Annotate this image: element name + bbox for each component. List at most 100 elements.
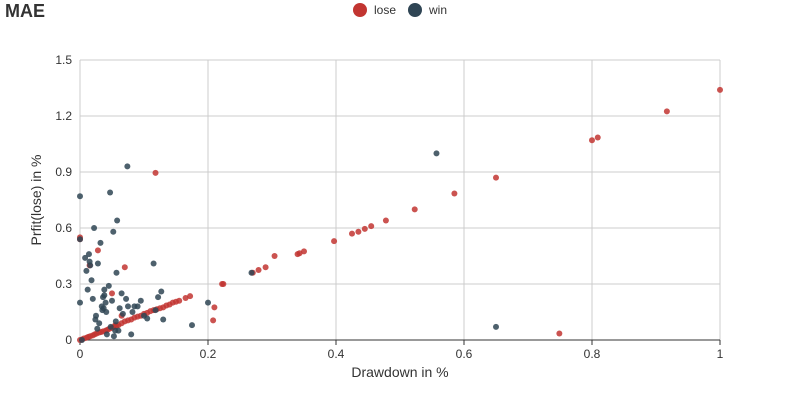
lose-point[interactable] xyxy=(210,317,217,324)
win-point[interactable] xyxy=(150,260,157,267)
win-point[interactable] xyxy=(128,331,135,338)
win-point[interactable] xyxy=(248,269,255,276)
y-tick-label: 1.2 xyxy=(55,109,72,123)
win-point[interactable] xyxy=(124,163,131,170)
win-point[interactable] xyxy=(107,189,114,196)
x-tick-label: 0.8 xyxy=(584,347,601,361)
win-point[interactable] xyxy=(155,294,162,301)
win-point[interactable] xyxy=(119,310,126,317)
win-point[interactable] xyxy=(137,297,144,304)
lose-point[interactable] xyxy=(296,250,303,257)
win-point[interactable] xyxy=(129,309,136,315)
lose-point[interactable] xyxy=(368,223,375,230)
lose-point[interactable] xyxy=(187,293,194,300)
x-tick-labels: 0 0.2 0.4 0.6 0.8 1 xyxy=(77,347,724,361)
win-point[interactable] xyxy=(97,239,104,246)
win-point[interactable] xyxy=(77,236,83,243)
lose-point[interactable] xyxy=(589,137,595,144)
lose-point[interactable] xyxy=(451,190,458,197)
win-point[interactable] xyxy=(89,295,96,302)
win-point[interactable] xyxy=(84,286,91,293)
lose-point[interactable] xyxy=(411,206,418,213)
lose-point[interactable] xyxy=(717,86,723,93)
win-point[interactable] xyxy=(101,286,108,293)
win-point[interactable] xyxy=(88,277,95,284)
win-point[interactable] xyxy=(114,217,121,224)
win-point[interactable] xyxy=(113,269,120,276)
win-point[interactable] xyxy=(94,260,101,267)
lose-point[interactable] xyxy=(271,253,278,259)
lose-point[interactable] xyxy=(331,238,338,245)
y-tick-label: 1.5 xyxy=(55,53,72,67)
win-point[interactable] xyxy=(93,312,99,319)
win-point[interactable] xyxy=(493,323,499,330)
win-point[interactable] xyxy=(160,316,167,323)
lose-point[interactable] xyxy=(121,264,128,271)
win-point[interactable] xyxy=(103,309,110,315)
win-point[interactable] xyxy=(77,299,83,306)
win-point[interactable] xyxy=(82,254,89,261)
y-tick-label: 0.3 xyxy=(55,277,72,291)
win-point[interactable] xyxy=(134,303,141,310)
lose-point[interactable] xyxy=(301,248,307,255)
series-win xyxy=(77,150,499,343)
lose-point[interactable] xyxy=(382,217,389,224)
win-point[interactable] xyxy=(94,325,101,332)
win-point[interactable] xyxy=(85,251,92,258)
win-point[interactable] xyxy=(112,318,119,325)
lose-point[interactable] xyxy=(152,169,159,176)
lose-point[interactable] xyxy=(262,264,269,271)
legend-marker-win xyxy=(408,3,422,17)
lose-point[interactable] xyxy=(663,108,670,115)
lose-point[interactable] xyxy=(255,267,262,273)
lose-point[interactable] xyxy=(182,295,189,301)
win-point[interactable] xyxy=(118,290,125,297)
win-point[interactable] xyxy=(91,225,98,231)
win-point[interactable] xyxy=(102,299,109,306)
win-point[interactable] xyxy=(78,337,85,343)
lose-point[interactable] xyxy=(211,304,218,311)
lose-point[interactable] xyxy=(176,297,183,304)
win-point[interactable] xyxy=(115,327,122,334)
win-point[interactable] xyxy=(123,295,130,302)
win-point[interactable] xyxy=(107,323,114,330)
lose-point[interactable] xyxy=(361,225,368,232)
x-tick-label: 1 xyxy=(717,347,724,361)
data-points xyxy=(77,86,723,343)
legend-item-win[interactable]: win xyxy=(408,3,447,17)
win-point[interactable] xyxy=(96,320,103,327)
win-point[interactable] xyxy=(110,333,117,340)
win-point[interactable] xyxy=(83,267,90,274)
win-point[interactable] xyxy=(144,315,151,322)
x-tick-label: 0.4 xyxy=(328,347,345,361)
legend-label-win: win xyxy=(429,3,448,17)
chart-title: MAE xyxy=(5,1,45,21)
lose-point[interactable] xyxy=(349,230,355,237)
lose-point[interactable] xyxy=(220,281,227,287)
lose-point[interactable] xyxy=(493,174,499,181)
lose-point[interactable] xyxy=(594,134,601,141)
legend-label-lose: lose xyxy=(373,3,396,17)
x-tick-label: 0 xyxy=(77,347,84,361)
win-point[interactable] xyxy=(189,322,195,329)
win-point[interactable] xyxy=(110,228,117,235)
legend: lose win xyxy=(0,3,800,17)
lose-point[interactable] xyxy=(556,330,563,337)
win-point[interactable] xyxy=(205,299,211,306)
lose-point[interactable] xyxy=(94,247,101,254)
win-point[interactable] xyxy=(105,282,112,289)
lose-point[interactable] xyxy=(355,228,362,235)
y-tick-label: 0.9 xyxy=(55,165,72,179)
win-point[interactable] xyxy=(158,288,165,295)
win-point[interactable] xyxy=(77,193,83,200)
win-point[interactable] xyxy=(125,303,131,310)
win-point[interactable] xyxy=(116,305,123,312)
win-point[interactable] xyxy=(103,331,110,338)
lose-point[interactable] xyxy=(109,290,115,297)
win-point[interactable] xyxy=(87,262,94,269)
win-point[interactable] xyxy=(152,307,159,314)
win-point[interactable] xyxy=(433,150,440,157)
win-point[interactable] xyxy=(109,297,115,304)
legend-item-lose[interactable]: lose xyxy=(352,3,396,17)
win-point[interactable] xyxy=(101,292,108,299)
